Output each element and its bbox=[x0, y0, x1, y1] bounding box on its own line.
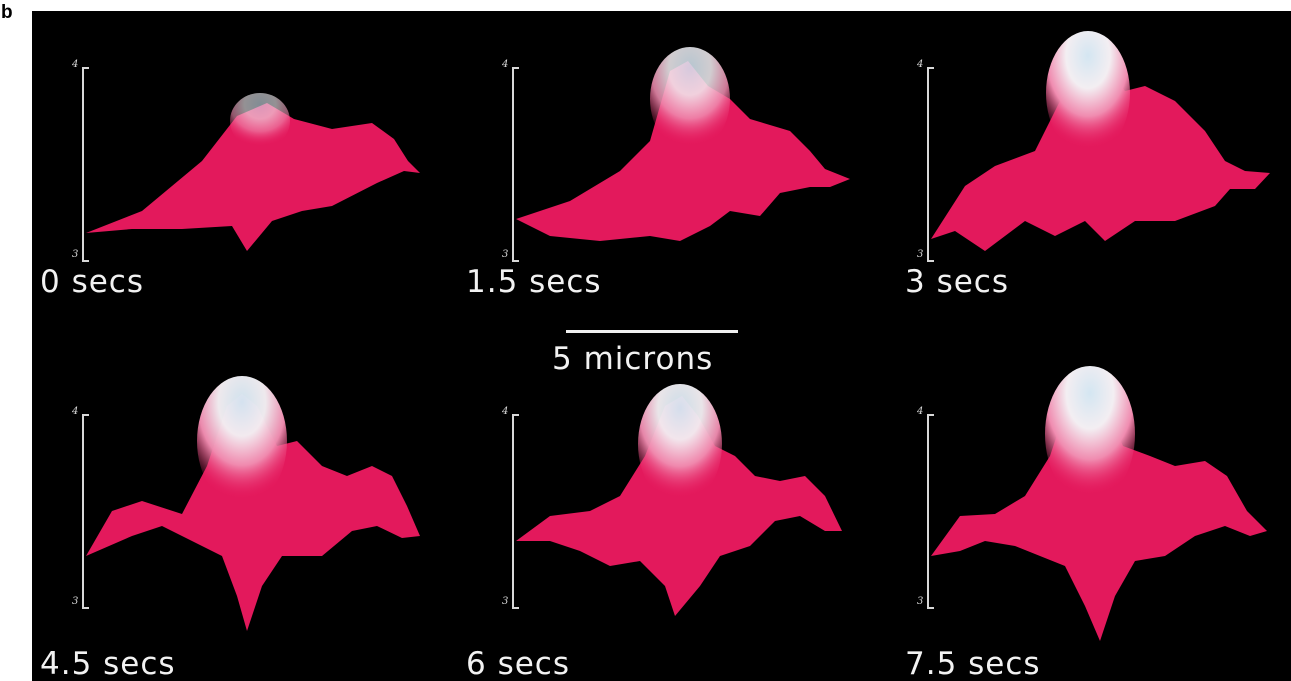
axis-top-tick: 4 bbox=[72, 59, 79, 70]
frame-6s: 4 3 6 secs bbox=[460, 366, 860, 681]
axis-bottom-tick: 3 bbox=[502, 249, 509, 260]
time-label: 7.5 secs bbox=[905, 646, 1041, 681]
time-label: 1.5 secs bbox=[466, 264, 602, 300]
frame-7-5s: 4 3 7.5 secs bbox=[875, 366, 1275, 681]
surface-plot bbox=[86, 93, 420, 251]
axis-bottom-tick: 3 bbox=[917, 596, 924, 607]
surface-peak bbox=[650, 47, 730, 151]
surface-plot bbox=[931, 366, 1267, 641]
axis-bottom-tick: 3 bbox=[917, 249, 924, 260]
axis-bottom-tick: 3 bbox=[72, 249, 79, 260]
axis-top-tick: 4 bbox=[502, 59, 509, 70]
surface-plot bbox=[931, 31, 1270, 251]
time-label: 3 secs bbox=[905, 264, 1009, 300]
axis-top-tick: 4 bbox=[917, 59, 924, 70]
surface-peak bbox=[1046, 31, 1130, 155]
z-axis bbox=[927, 414, 935, 609]
axis-bottom-tick: 3 bbox=[72, 596, 79, 607]
axis-bottom-tick: 3 bbox=[502, 596, 509, 607]
frame-1-5s: 4 3 1.5 secs bbox=[460, 11, 860, 311]
frame-0s: 4 3 0 secs bbox=[32, 11, 432, 311]
scale-bar bbox=[566, 330, 738, 333]
surface-plot bbox=[86, 376, 420, 631]
time-label: 0 secs bbox=[40, 264, 144, 300]
surface-peak bbox=[197, 376, 287, 506]
scale-bar-label: 5 microns bbox=[552, 341, 714, 377]
surface-plot bbox=[516, 47, 850, 241]
figure-panel: 4 3 0 secs 4 3 1.5 secs 4 3 3 secs 4 3 bbox=[32, 11, 1291, 681]
surface-base bbox=[931, 381, 1267, 641]
frame-4-5s: 4 3 4.5 secs bbox=[32, 366, 432, 681]
surface-peak bbox=[1045, 366, 1135, 502]
z-axis bbox=[512, 414, 520, 609]
surface-peak bbox=[638, 384, 722, 504]
surface-peak bbox=[230, 93, 290, 149]
axis-top-tick: 4 bbox=[72, 406, 79, 417]
z-axis bbox=[82, 414, 90, 609]
surface-base bbox=[86, 394, 420, 631]
axis-top-tick: 4 bbox=[917, 406, 924, 417]
surface-base bbox=[516, 396, 842, 616]
surface-base bbox=[86, 103, 420, 251]
z-axis bbox=[512, 67, 520, 262]
surface-plot bbox=[516, 384, 842, 616]
z-axis bbox=[82, 67, 90, 262]
time-label: 4.5 secs bbox=[40, 646, 176, 681]
panel-letter: b bbox=[1, 2, 13, 23]
z-axis bbox=[927, 67, 935, 262]
frame-3s: 4 3 3 secs bbox=[875, 11, 1275, 311]
time-label: 6 secs bbox=[466, 646, 570, 681]
surface-base bbox=[516, 61, 850, 241]
axis-top-tick: 4 bbox=[502, 406, 509, 417]
